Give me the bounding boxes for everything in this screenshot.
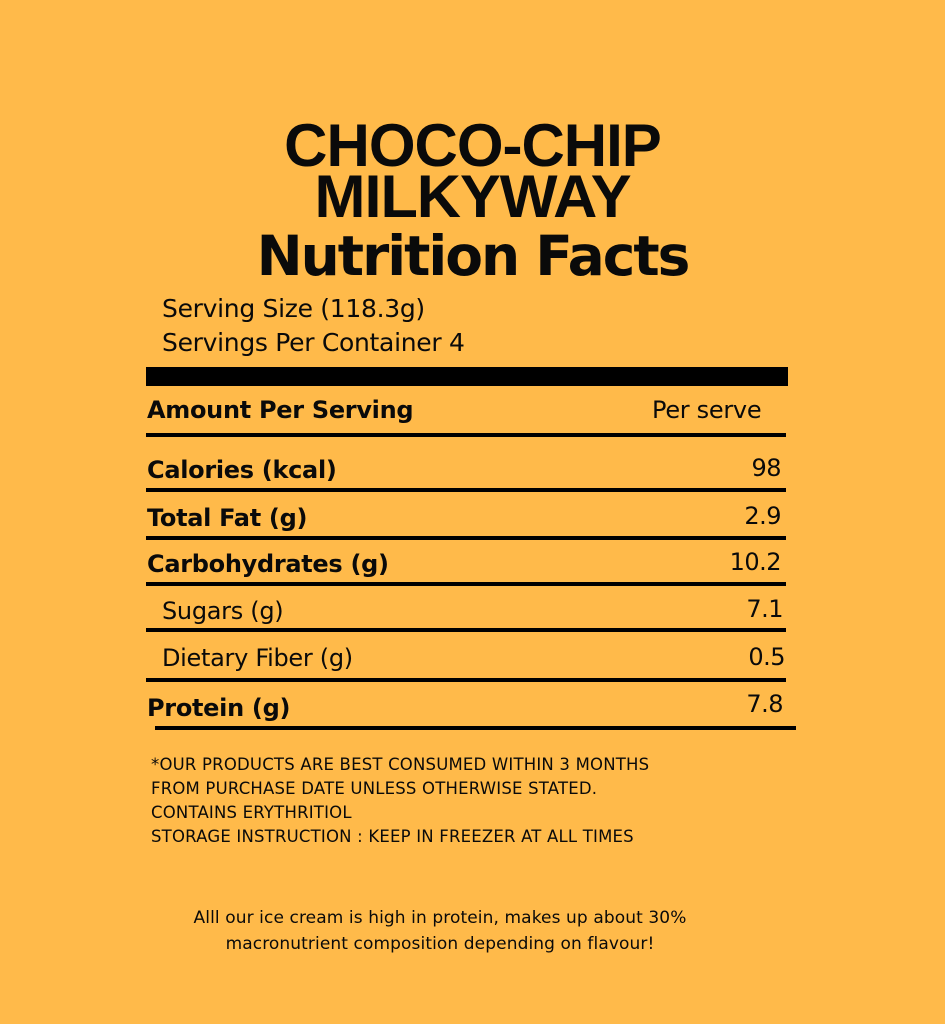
product-name-line1: CHOCO-CHIP [284,112,662,179]
panel-title: Nutrition Facts [256,224,691,288]
divider [146,678,786,682]
nutrient-value-calories: 98 [751,454,781,482]
nutrient-label-calories: Calories (kcal) [147,456,337,484]
product-name-line2: MILKYWAY [314,163,631,230]
nutrient-value-carbohydrates: 10.2 [729,548,782,576]
nutrient-label-total-fat: Total Fat (g) [147,504,308,532]
divider [146,536,786,540]
nutrient-label-sugars: Sugars (g) [162,597,284,625]
per-serve-label: Per serve [652,396,762,424]
thick-divider [146,367,788,386]
amount-per-serving-label: Amount Per Serving [147,396,414,424]
nutrient-value-protein: 7.8 [746,690,783,718]
nutrient-label-dietary-fiber: Dietary Fiber (g) [162,644,353,672]
footnote-shelf-life: *OUR PRODUCTS ARE BEST CONSUMED WITHIN 3… [151,755,650,774]
nutrient-value-sugars: 7.1 [746,595,783,623]
servings-per-container: Servings Per Container 4 [162,328,465,357]
divider [146,628,786,632]
divider [155,726,796,730]
nutrient-label-protein: Protein (g) [147,694,291,722]
tagline-line1: Alll our ice cream is high in protein, m… [193,908,687,928]
serving-size: Serving Size (118.3g) [162,294,425,323]
nutrient-label-carbohydrates: Carbohydrates (g) [147,550,389,578]
tagline-line2: macronutrient composition depending on f… [225,934,655,954]
divider [146,488,786,492]
divider [146,433,786,437]
footnote-ingredients: CONTAINS ERYTHRITIOL [151,803,352,822]
divider [146,582,786,586]
footnote-storage: STORAGE INSTRUCTION : KEEP IN FREEZER AT… [151,827,634,846]
footnote-purchase-date: FROM PURCHASE DATE UNLESS OTHERWISE STAT… [151,779,598,798]
nutrient-value-dietary-fiber: 0.5 [748,643,785,671]
nutrient-value-total-fat: 2.9 [744,502,781,530]
